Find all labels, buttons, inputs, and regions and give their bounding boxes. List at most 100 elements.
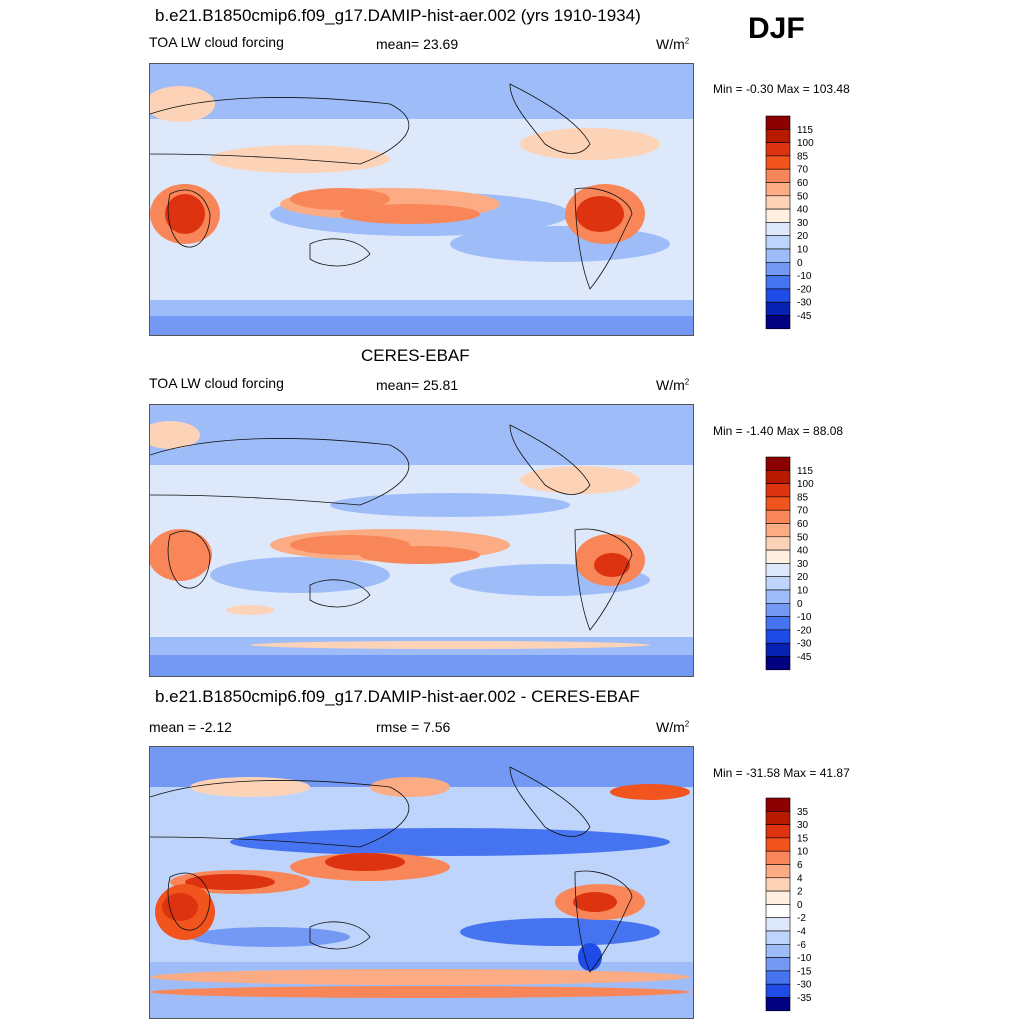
colorbar-swatch (765, 262, 791, 276)
colorbar-swatch (765, 456, 791, 471)
panel-1-variable-label: TOA LW cloud forcing (149, 34, 284, 50)
panel-3-colorbar: 35 30 15 10 6 4 2 0 -2 -4 -6 -10 -15 -30 -35 (765, 797, 826, 1012)
panel-2-map (149, 404, 694, 677)
colorbar-tick-label: 115 (797, 466, 813, 477)
colorbar-swatch (765, 301, 791, 316)
colorbar-swatch (765, 930, 791, 945)
colorbar-swatch (765, 288, 791, 303)
colorbar-swatch (765, 970, 791, 985)
colorbar-swatch (765, 957, 791, 972)
panel-1-mean-label: mean= 23.69 (376, 36, 459, 52)
colorbar-tick-label: 0 (797, 258, 803, 269)
colorbar-swatch (765, 549, 791, 564)
colorbar-swatch (765, 496, 791, 511)
colorbar-swatch (765, 155, 791, 170)
colorbar-tick-label: 85 (797, 151, 809, 162)
colorbar-swatch (765, 983, 791, 998)
colorbar-tick-label: -10 (797, 612, 812, 623)
panel-1-map-field (150, 64, 693, 335)
colorbar-swatch (765, 182, 791, 197)
colorbar-tick-label: -20 (797, 625, 812, 636)
colorbar-swatch (765, 235, 791, 250)
panel-1-map (149, 63, 694, 336)
colorbar-swatch (765, 115, 791, 130)
panel-2-mean-label: mean= 25.81 (376, 377, 459, 393)
panel-1-minmax: Min = -0.30 Max = 103.48 (713, 82, 850, 96)
colorbar-tick-label: 15 (797, 833, 809, 844)
colorbar-swatch (765, 850, 791, 865)
colorbar-swatch (765, 129, 791, 143)
panel-1-units: W/m2 (656, 36, 690, 52)
colorbar-swatch (765, 222, 791, 237)
colorbar-tick-label: 4 (797, 873, 803, 884)
colorbar-swatch (765, 248, 791, 263)
colorbar-swatch (765, 877, 791, 892)
colorbar-tick-label: 100 (797, 479, 814, 490)
colorbar-swatch (765, 603, 791, 617)
colorbar-tick-label: -35 (797, 993, 812, 1004)
colorbar-tick-label: 40 (797, 205, 809, 216)
colorbar-tick-label: 85 (797, 492, 809, 503)
colorbar-swatch (765, 616, 791, 631)
colorbar-swatch (765, 275, 791, 290)
colorbar-tick-label: 10 (797, 245, 809, 256)
colorbar-tick-label: 30 (797, 559, 809, 570)
colorbar-tick-label: 10 (797, 847, 809, 858)
colorbar-tick-label: -30 (797, 980, 812, 991)
panel-2-minmax: Min = -1.40 Max = 88.08 (713, 424, 844, 438)
colorbar-tick-label: 20 (797, 231, 809, 242)
colorbar-swatch (765, 997, 791, 1012)
colorbar-tick-label: -6 (797, 940, 806, 951)
colorbar-tick-label: 0 (797, 599, 803, 610)
colorbar-swatch (765, 811, 791, 825)
panel-2-colorbar: 115 100 85 70 60 50 40 30 20 10 0 -10 -20 -30 -45 (765, 456, 826, 671)
colorbar-swatch (765, 483, 791, 498)
colorbar-tick-label: 30 (797, 218, 809, 229)
colorbar-tick-label: -10 (797, 271, 812, 282)
colorbar-swatch (765, 195, 791, 210)
colorbar-swatch (765, 824, 791, 839)
colorbar-tick-label: 70 (797, 506, 809, 517)
panel-3-rmse-label: rmse = 7.56 (376, 719, 451, 735)
colorbar-tick-label: 6 (797, 860, 803, 871)
colorbar-swatch (765, 944, 791, 958)
colorbar-swatch (765, 523, 791, 538)
panel-2-title: CERES-EBAF (361, 346, 470, 365)
colorbar-tick-label: 115 (797, 125, 813, 136)
colorbar-tick-label: 100 (797, 138, 814, 149)
colorbar-tick-label: -10 (797, 953, 812, 964)
colorbar-tick-label: 30 (797, 820, 809, 831)
colorbar-swatch (765, 589, 791, 604)
colorbar-tick-label: 60 (797, 519, 809, 530)
colorbar-tick-label: 35 (797, 807, 809, 818)
colorbar-tick-label: -15 (797, 966, 812, 977)
colorbar-tick-label: 0 (797, 900, 803, 911)
colorbar-tick-label: -30 (797, 639, 812, 650)
colorbar-tick-label: -45 (797, 311, 812, 322)
colorbar-swatch (765, 642, 791, 657)
colorbar-tick-label: 70 (797, 165, 809, 176)
panel-1-colorbar: 115 100 85 70 60 50 40 30 20 10 0 -10 -20 -30 -45 (765, 115, 826, 330)
colorbar-tick-label: 20 (797, 572, 809, 583)
colorbar-tick-label: 50 (797, 532, 809, 543)
colorbar-swatch (765, 142, 791, 157)
panel-2-variable-label: TOA LW cloud forcing (149, 375, 284, 391)
colorbar-swatch (765, 563, 791, 578)
colorbar-swatch (765, 917, 791, 932)
panel-3-units: W/m2 (656, 719, 690, 735)
panel-3-map (149, 746, 694, 1019)
colorbar-swatch (765, 208, 791, 223)
colorbar-swatch (765, 656, 791, 671)
panel-3-map-field (150, 747, 693, 1018)
colorbar-tick-label: 10 (797, 586, 809, 597)
panel-3-title: b.e21.B1850cmip6.f09_g17.DAMIP-hist-aer.… (155, 687, 640, 706)
colorbar-tick-label: -4 (797, 927, 806, 938)
panel-2-units: W/m2 (656, 377, 690, 393)
colorbar-tick-label: -20 (797, 284, 812, 295)
colorbar-tick-label: 2 (797, 887, 803, 898)
colorbar-tick-label: -45 (797, 652, 812, 663)
colorbar-swatch (765, 629, 791, 644)
panel-3-minmax: Min = -31.58 Max = 41.87 (713, 766, 850, 780)
colorbar-swatch (765, 470, 791, 484)
colorbar-swatch (765, 509, 791, 524)
